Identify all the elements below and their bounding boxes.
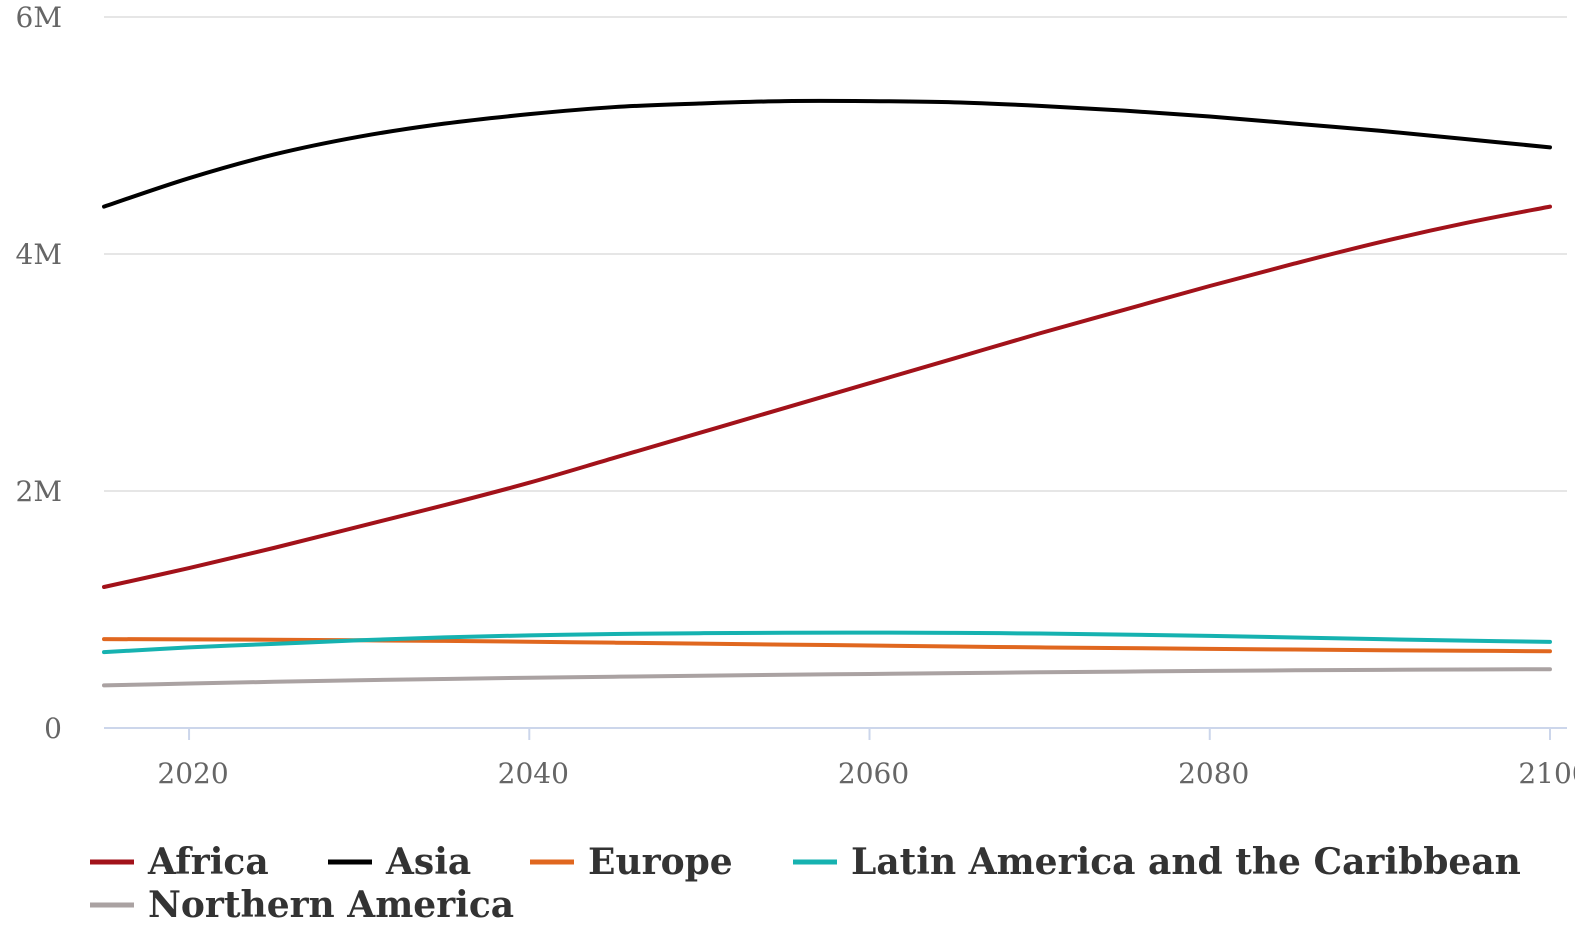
legend-label: Africa xyxy=(147,841,269,883)
legend: Africa Asia Europe Latin America and the Ca… xyxy=(90,841,1521,926)
legend-item-asia[interactable]: Asia xyxy=(328,841,471,883)
axes: 0 2M 4M 6M 2020 2040 2060 2080 2100 xyxy=(16,1,1575,790)
x-tick-label: 2080 xyxy=(1178,757,1249,790)
x-tick-label: 2060 xyxy=(838,757,909,790)
y-tick-label: 4M xyxy=(16,238,62,271)
y-tick-label: 6M xyxy=(16,1,62,34)
legend-item-northern-america[interactable]: Northern America xyxy=(90,884,514,926)
legend-item-europe[interactable]: Europe xyxy=(530,841,733,883)
grid xyxy=(104,16,1567,492)
legend-label: Asia xyxy=(385,841,471,883)
y-tick-label: 2M xyxy=(16,475,62,508)
x-tick-label: 2040 xyxy=(498,757,569,790)
series-line-latin-america-and-the-caribbean xyxy=(102,630,1552,655)
legend-item-latin-america-and-the-caribbean[interactable]: Latin America and the Caribbean xyxy=(793,841,1521,883)
legend-label: Europe xyxy=(588,841,733,883)
series-lines xyxy=(102,98,1552,688)
series-line-africa xyxy=(102,204,1552,589)
legend-label: Northern America xyxy=(148,884,514,926)
series-line-northern-america xyxy=(102,667,1552,688)
legend-label: Latin America and the Caribbean xyxy=(851,841,1521,883)
series-line-asia xyxy=(102,98,1552,209)
x-tick-label: 2100 xyxy=(1518,757,1575,790)
x-tick-label: 2020 xyxy=(157,757,228,790)
legend-item-africa[interactable]: Africa xyxy=(90,841,269,883)
y-tick-label: 0 xyxy=(44,712,62,745)
